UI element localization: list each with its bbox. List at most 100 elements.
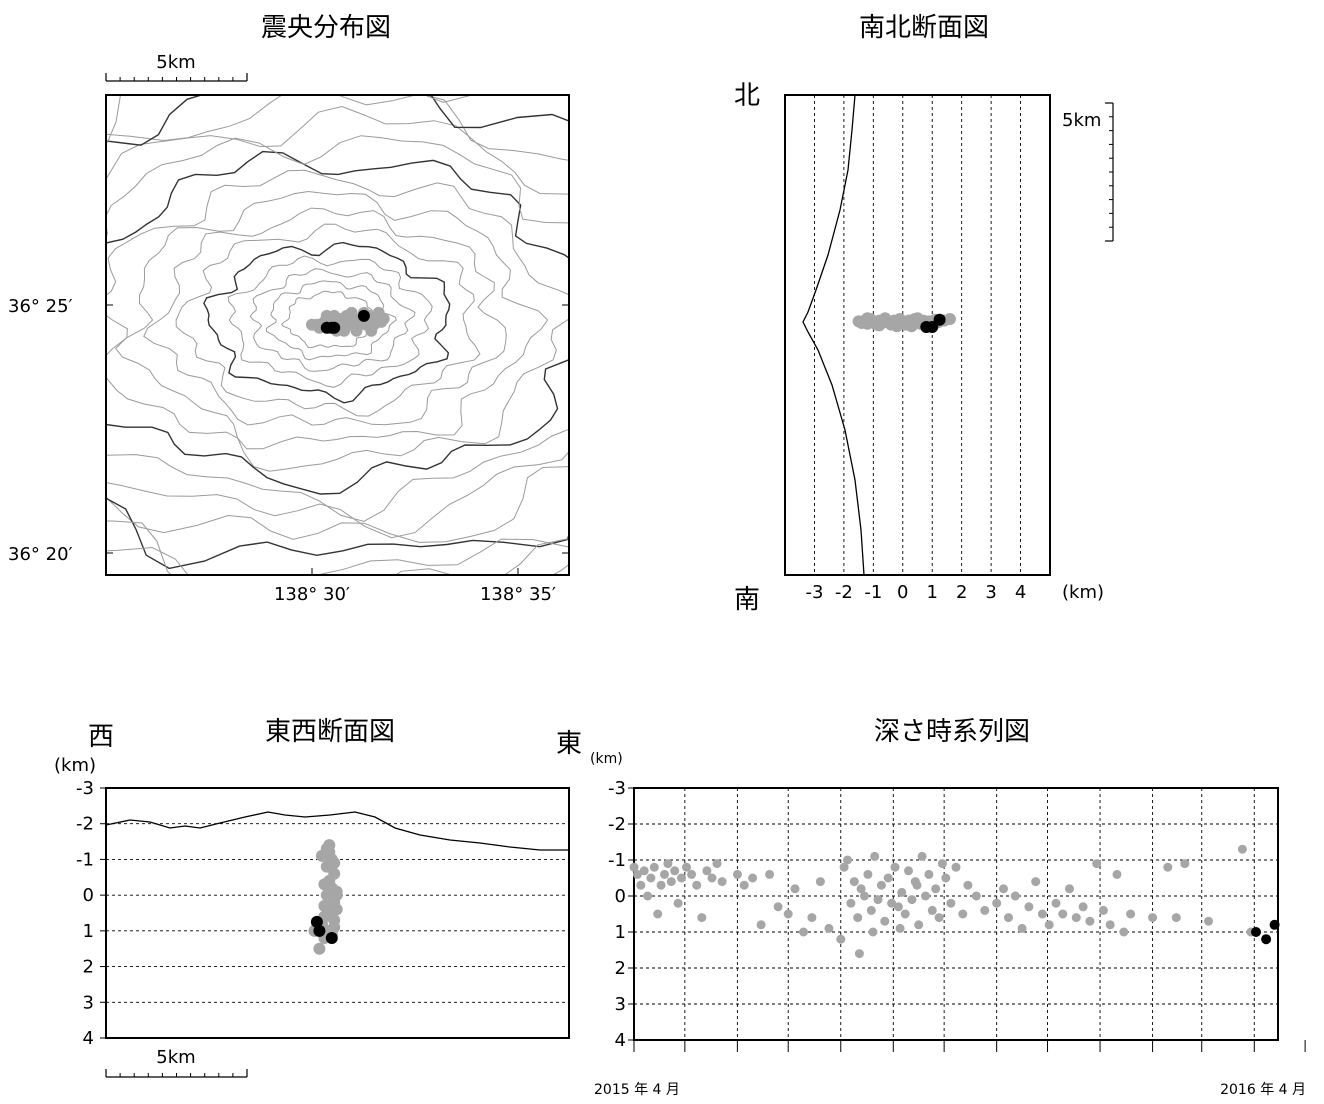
ew-ytick-label: -2 xyxy=(76,814,94,835)
ew-point xyxy=(313,942,326,955)
dt-point xyxy=(663,859,673,869)
ew-points xyxy=(308,839,343,955)
epicenter-points xyxy=(306,306,390,337)
ew-point xyxy=(310,915,323,928)
dt-point xyxy=(1017,923,1027,933)
dt-point xyxy=(883,873,893,883)
dt-point xyxy=(1251,927,1261,937)
dt-point xyxy=(790,884,800,894)
dt-point xyxy=(1024,902,1034,912)
dt-point xyxy=(931,884,941,894)
ns-xtick-label: 3 xyxy=(985,582,996,603)
ew-section-title: 東西断面図 xyxy=(265,717,395,747)
map-ytick-2: 36° 20′ xyxy=(8,544,73,565)
dt-point xyxy=(677,873,686,883)
depth-time-frame xyxy=(633,787,1279,1041)
ns-xtick-label: 1 xyxy=(926,582,937,603)
dt-point xyxy=(1112,869,1122,879)
dt-point xyxy=(914,920,924,930)
ew-ytick-label: 0 xyxy=(83,885,94,906)
dt-point xyxy=(807,913,817,923)
dt-ytick-label: 3 xyxy=(615,994,626,1015)
dt-point xyxy=(937,859,947,869)
dt-point xyxy=(707,873,717,883)
ns-scale-bar: 5km xyxy=(1062,102,1114,242)
dt-point xyxy=(839,862,849,872)
dt-point xyxy=(1031,877,1041,887)
map-xtick-1: 138° 30′ xyxy=(274,584,350,605)
dt-point xyxy=(643,891,653,901)
north-label: 北 xyxy=(734,81,760,111)
ew-section-frame xyxy=(105,787,570,1039)
dt-point xyxy=(1037,909,1047,919)
dt-point xyxy=(712,859,722,869)
dt-point xyxy=(732,869,742,879)
dt-point xyxy=(1180,859,1190,869)
dt-point xyxy=(895,923,905,933)
dt-point xyxy=(824,923,834,933)
dt-point xyxy=(697,913,707,923)
dt-ytick-label: 0 xyxy=(615,886,626,907)
ns-xtick-label: 0 xyxy=(897,582,908,603)
ew-gridlines xyxy=(106,823,569,1003)
ew-ytick-label: 3 xyxy=(83,992,94,1013)
ew-topography-line xyxy=(105,811,569,851)
dt-point xyxy=(876,880,886,890)
dt-point xyxy=(1171,913,1181,923)
epicenter-map-panel: 震央分布図 5km 36° 25′ 36° 20′ 138° 30′ 138° … xyxy=(8,13,570,605)
dt-point xyxy=(843,855,852,865)
dt-point xyxy=(656,880,666,890)
ew-point xyxy=(328,857,341,869)
dt-point xyxy=(673,898,683,908)
dt-point xyxy=(924,869,934,879)
map-scale-bar: 5km xyxy=(105,52,248,82)
ns-point xyxy=(873,319,886,332)
ns-point xyxy=(943,313,956,325)
ns-xtick-label: 2 xyxy=(956,582,967,603)
dt-point xyxy=(1237,844,1247,854)
south-label: 南 xyxy=(734,585,760,615)
dt-point xyxy=(887,898,897,908)
ns-section-panel: 南北断面図 北 南 -3 -2 -1 0 1 2 3 4 (km) 5km xyxy=(734,13,1114,615)
dt-ytick-label: 4 xyxy=(615,1030,626,1051)
ew-point xyxy=(330,889,343,902)
dt-point xyxy=(999,884,1008,894)
dt-point xyxy=(1071,913,1081,923)
dt-point xyxy=(992,898,1002,908)
dt-point xyxy=(1085,916,1095,926)
dt-point xyxy=(636,880,646,890)
map-ytick-1: 36° 25′ xyxy=(8,296,73,317)
map-scale-label: 5km xyxy=(156,52,195,73)
dt-point xyxy=(873,895,883,905)
dt-point xyxy=(893,902,903,912)
dt-point xyxy=(921,891,930,901)
epicenter-point xyxy=(345,306,358,319)
ew-yticks: -3 -2 -1 0 1 2 3 4 xyxy=(76,778,106,1049)
ew-ytick-label: -1 xyxy=(76,849,94,870)
ns-point xyxy=(926,321,939,333)
ns-topography-line xyxy=(802,94,865,576)
dt-point xyxy=(860,891,869,901)
ew-y-unit: (km) xyxy=(54,755,96,776)
dt-point xyxy=(1105,920,1115,930)
ew-ytick-label: 2 xyxy=(83,957,94,978)
dt-point xyxy=(866,905,876,915)
dt-points xyxy=(629,844,1280,959)
ew-point xyxy=(318,878,331,891)
dt-point xyxy=(660,869,669,879)
dt-point xyxy=(1051,898,1061,908)
dt-point xyxy=(815,877,825,887)
dt-point xyxy=(646,873,656,883)
dt-point xyxy=(854,949,864,959)
dt-x-start: 2015 年 4 月 xyxy=(594,1082,680,1098)
dt-point xyxy=(670,866,680,876)
epicenter-map-frame xyxy=(105,94,570,576)
ns-xtick-label: 4 xyxy=(1015,582,1026,603)
ew-point xyxy=(313,924,326,937)
dt-ytick-label: -1 xyxy=(608,850,626,871)
dt-point xyxy=(1058,909,1068,919)
dt-point xyxy=(756,920,766,930)
dt-point xyxy=(629,862,639,872)
dt-point xyxy=(946,898,956,908)
